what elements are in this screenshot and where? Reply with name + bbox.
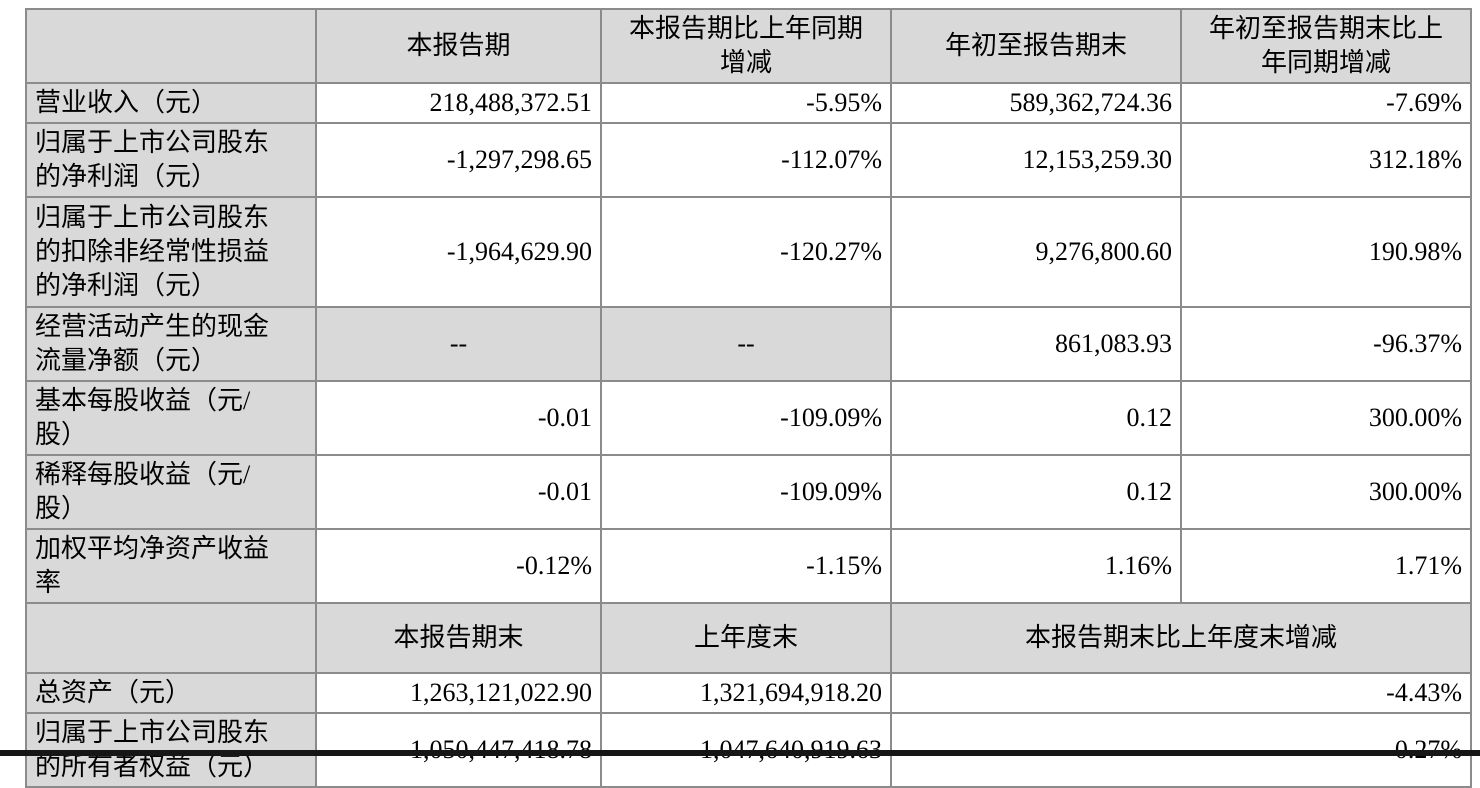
value-cell: 589,362,724.36 <box>890 82 1182 124</box>
header-cell-period-yoy-change: 本报告期比上年同期 增减 <box>600 8 892 84</box>
financial-summary-table: 本报告期 本报告期比上年同期 增减 年初至报告期末 年初至报告期末比上 年同期增… <box>25 8 1472 788</box>
table-row-diluted-eps: 稀释每股收益（元/ 股） -0.01 -109.09% 0.12 300.00% <box>25 454 1472 530</box>
value-cell: 300.00% <box>1180 380 1472 456</box>
header-cell-prior-year-end: 上年度末 <box>600 602 892 674</box>
report-page: 本报告期 本报告期比上年同期 增减 年初至报告期末 年初至报告期末比上 年同期增… <box>0 8 1480 788</box>
value-cell: -120.27% <box>600 196 892 308</box>
header-cell-ytd-yoy-change: 年初至报告期末比上 年同期增减 <box>1180 8 1472 84</box>
value-cell: -0.01 <box>315 380 602 456</box>
value-cell-dash: -- <box>600 306 892 382</box>
value-cell: 218,488,372.51 <box>315 82 602 124</box>
table-row-total-assets: 总资产（元） 1,263,121,022.90 1,321,694,918.20… <box>25 672 1472 714</box>
value-cell: -96.37% <box>1180 306 1472 382</box>
header-cell-current-period: 本报告期 <box>315 8 602 84</box>
value-cell: 1.16% <box>890 528 1182 604</box>
value-cell: 312.18% <box>1180 122 1472 198</box>
value-cell: -1,964,629.90 <box>315 196 602 308</box>
value-cell: -4.43% <box>890 672 1472 714</box>
header-cell-ytd: 年初至报告期末 <box>890 8 1182 84</box>
row-label-revenue: 营业收入（元） <box>25 82 317 124</box>
value-cell: -7.69% <box>1180 82 1472 124</box>
value-cell: 190.98% <box>1180 196 1472 308</box>
header-row-period: 本报告期 本报告期比上年同期 增减 年初至报告期末 年初至报告期末比上 年同期增… <box>25 8 1472 84</box>
row-label-diluted-eps: 稀释每股收益（元/ 股） <box>25 454 317 530</box>
table-row-basic-eps: 基本每股收益（元/ 股） -0.01 -109.09% 0.12 300.00% <box>25 380 1472 456</box>
table-row-net-profit: 归属于上市公司股东 的净利润（元） -1,297,298.65 -112.07%… <box>25 122 1472 198</box>
table-row-weighted-avg-roe: 加权平均净资产收益 率 -0.12% -1.15% 1.16% 1.71% <box>25 528 1472 604</box>
value-cell: -1.15% <box>600 528 892 604</box>
value-cell: -109.09% <box>600 380 892 456</box>
value-cell: 861,083.93 <box>890 306 1182 382</box>
value-cell: -0.12% <box>315 528 602 604</box>
value-cell: 1,263,121,022.90 <box>315 672 602 714</box>
header-cell-period-end-change: 本报告期末比上年度末增减 <box>890 602 1472 674</box>
header-cell-blank <box>25 602 317 674</box>
row-label-net-profit: 归属于上市公司股东 的净利润（元） <box>25 122 317 198</box>
header-cell-period-end: 本报告期末 <box>315 602 602 674</box>
row-label-operating-cash-flow: 经营活动产生的现金 流量净额（元） <box>25 306 317 382</box>
row-label-net-profit-excl-nonrecurring: 归属于上市公司股东 的扣除非经常性损益 的净利润（元） <box>25 196 317 308</box>
page-bottom-rule <box>0 750 1480 756</box>
value-cell: 0.12 <box>890 380 1182 456</box>
value-cell: 300.00% <box>1180 454 1472 530</box>
table-row-revenue: 营业收入（元） 218,488,372.51 -5.95% 589,362,72… <box>25 82 1472 124</box>
table-row-operating-cash-flow: 经营活动产生的现金 流量净额（元） -- -- 861,083.93 -96.3… <box>25 306 1472 382</box>
value-cell: -109.09% <box>600 454 892 530</box>
header-row-period-end: 本报告期末 上年度末 本报告期末比上年度末增减 <box>25 602 1472 674</box>
value-cell: 9,276,800.60 <box>890 196 1182 308</box>
value-cell: 1.71% <box>1180 528 1472 604</box>
value-cell: 0.12 <box>890 454 1182 530</box>
value-cell: 12,153,259.30 <box>890 122 1182 198</box>
value-cell: -0.01 <box>315 454 602 530</box>
value-cell: -1,297,298.65 <box>315 122 602 198</box>
row-label-basic-eps: 基本每股收益（元/ 股） <box>25 380 317 456</box>
value-cell-dash: -- <box>315 306 602 382</box>
row-label-total-assets: 总资产（元） <box>25 672 317 714</box>
value-cell: 1,321,694,918.20 <box>600 672 892 714</box>
header-cell-blank <box>25 8 317 84</box>
row-label-weighted-avg-roe: 加权平均净资产收益 率 <box>25 528 317 604</box>
value-cell: -112.07% <box>600 122 892 198</box>
table-row-net-profit-excl-nonrecurring: 归属于上市公司股东 的扣除非经常性损益 的净利润（元） -1,964,629.9… <box>25 196 1472 308</box>
value-cell: -5.95% <box>600 82 892 124</box>
